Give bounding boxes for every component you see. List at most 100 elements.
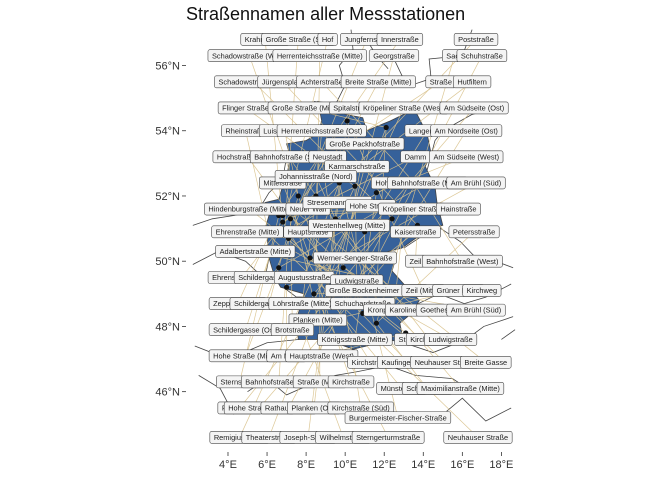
street-label-text: Westenhellweg (Mitte) bbox=[313, 221, 386, 230]
street-label: Hindenburgstraße (Mitte) bbox=[204, 202, 295, 216]
street-label-text: Karmarschstraße bbox=[329, 162, 386, 171]
y-tick-label: 54°N bbox=[155, 126, 180, 138]
station-point bbox=[287, 216, 294, 222]
street-label-text: Kaufingerstraße bbox=[381, 358, 434, 367]
street-label-text: Am Nordseite (Ost) bbox=[435, 126, 498, 135]
station-point bbox=[373, 190, 380, 196]
street-label-text: Hohe Straße bbox=[350, 201, 392, 210]
street-label-text: Langer Hof bbox=[409, 126, 447, 135]
street-label: Werner-Senger-Straße bbox=[313, 251, 397, 265]
street-label: Hainstraße bbox=[436, 202, 481, 216]
street-label-box bbox=[376, 33, 424, 46]
street-label-text: Am Brühl (Süd) bbox=[451, 179, 502, 188]
street-label: Große Packhofstraße bbox=[325, 137, 405, 151]
street-label-box bbox=[368, 49, 420, 63]
street-label-text: Am Südseite (West) bbox=[433, 152, 499, 161]
page-title: Straßennamen aller Messstationen bbox=[186, 4, 466, 24]
street-label-text: Kirchstraße bbox=[332, 377, 370, 386]
street-label: Bahnhofstraße (Süd) bbox=[249, 150, 328, 164]
label-leader-line bbox=[393, 235, 403, 311]
street-label: Hutfiltern bbox=[453, 75, 492, 89]
street-label-text: Remigiusstraße bbox=[214, 433, 266, 442]
street-label-text: Am Brühl (Süd) bbox=[451, 306, 502, 315]
street-label-box bbox=[416, 382, 505, 395]
street-label: Damm bbox=[400, 150, 431, 164]
street-label-text: Hutfiltern bbox=[457, 77, 487, 86]
street-label: Innerstraße bbox=[376, 33, 424, 46]
street-label-text: Löhrstraße (Mitte) bbox=[273, 299, 332, 308]
street-label-box bbox=[446, 303, 506, 317]
street-label-text: Innerstraße bbox=[381, 35, 419, 44]
street-label-box bbox=[453, 33, 499, 46]
street-label-text: Jungfernstieg bbox=[344, 35, 388, 44]
label-leader-line bbox=[315, 277, 352, 382]
street-label-box bbox=[340, 75, 416, 89]
y-tick-label: 48°N bbox=[155, 321, 180, 333]
street-label-text: Breite Straße (Mitte) bbox=[345, 77, 412, 86]
street-label-text: Schuchardstraße bbox=[335, 299, 391, 308]
street-label-text: Kirchstraße (Süd) bbox=[332, 404, 390, 413]
street-label: Kaiserstraße bbox=[390, 225, 441, 239]
street-label: Am Südseite (West) bbox=[429, 150, 504, 164]
street-label-text: Schadowstraße (West) bbox=[212, 51, 287, 60]
street-label-text: Hohe Straße (Süd) bbox=[228, 404, 290, 413]
street-label-text: Breite Gasse bbox=[464, 358, 507, 367]
street-label-text: Hauptstraße bbox=[288, 227, 329, 236]
street-label-box bbox=[436, 202, 481, 216]
station-point bbox=[373, 320, 380, 326]
street-label-text: Sack bbox=[446, 51, 463, 60]
street-label-text: Herrenteichsstraße (Ost) bbox=[281, 126, 362, 135]
street-label-text: Achterstraße bbox=[301, 77, 343, 86]
street-label-text: Hauptstraße (West) bbox=[290, 351, 354, 360]
street-label-text: Große Packhofstraße bbox=[329, 139, 400, 148]
station-point bbox=[283, 284, 290, 290]
street-label-box bbox=[429, 150, 504, 164]
street-label: Neuhauser Straße bbox=[443, 431, 513, 444]
street-label-text: Planken (Ost) bbox=[291, 404, 336, 413]
y-tick-label: 50°N bbox=[155, 256, 180, 268]
street-label-text: Burgermeister-Fischer-Straße bbox=[349, 413, 447, 422]
street-label: Herrenteichsstraße (Ost) bbox=[276, 124, 367, 138]
street-label: Kröpeliner Straße (West) bbox=[358, 101, 449, 115]
street-label-text: Flinger Straße bbox=[222, 104, 269, 113]
street-label-text: Neustadt bbox=[313, 152, 343, 161]
street-label-text: Sterngerturmstraße bbox=[356, 433, 420, 442]
street-label-text: Große Bockenheimer Straße bbox=[329, 286, 423, 295]
street-label: Augustusstraße bbox=[273, 271, 335, 284]
street-label-text: Hainstraße bbox=[440, 205, 476, 214]
street-label-text: Johannisstraße (Nord) bbox=[279, 172, 353, 181]
street-label: Hauptstraße (West) bbox=[285, 349, 359, 363]
station-point bbox=[340, 265, 346, 271]
street-label: Am Nordseite (Ost) bbox=[430, 124, 503, 138]
street-label-text: Rheinstraße bbox=[225, 126, 265, 135]
street-label-box bbox=[317, 333, 393, 346]
street-label-box bbox=[317, 33, 338, 46]
station-point bbox=[276, 265, 282, 271]
street-label-box bbox=[211, 225, 284, 239]
street-label-box bbox=[313, 251, 397, 265]
street-label: Ludwigstraße bbox=[424, 333, 478, 346]
street-label: Johannisstraße (Nord) bbox=[274, 170, 357, 183]
street-label: Petersstraße bbox=[448, 225, 500, 239]
street-label-box bbox=[215, 245, 296, 258]
station-point bbox=[311, 291, 317, 297]
label-leader-line bbox=[315, 130, 323, 197]
label-leader-line bbox=[245, 130, 270, 236]
street-label-box bbox=[453, 75, 492, 89]
street-label-text: Bahnhofstraße (Süd) bbox=[254, 152, 323, 161]
station-point bbox=[352, 183, 358, 189]
street-label-text: Große Straße (Mitte) bbox=[272, 104, 340, 113]
station-point bbox=[383, 124, 389, 131]
street-label: Georgstraße bbox=[368, 49, 420, 63]
street-label-text: Hohe Straße (Mitte) bbox=[213, 351, 278, 360]
street-label-text: Theaterstraße bbox=[246, 433, 292, 442]
street-label: Herrenteichsstraße (Mitte) bbox=[272, 49, 367, 63]
street-label-box bbox=[351, 431, 425, 444]
street-label-text: Brotstraße bbox=[275, 325, 310, 334]
country-border-line bbox=[501, 329, 516, 340]
street-label-box bbox=[274, 170, 357, 183]
street-label-text: Zeil (Mitte) bbox=[406, 286, 441, 295]
street-label-text: Karolinenstraße bbox=[389, 306, 441, 315]
street-label: Hof bbox=[317, 33, 338, 46]
